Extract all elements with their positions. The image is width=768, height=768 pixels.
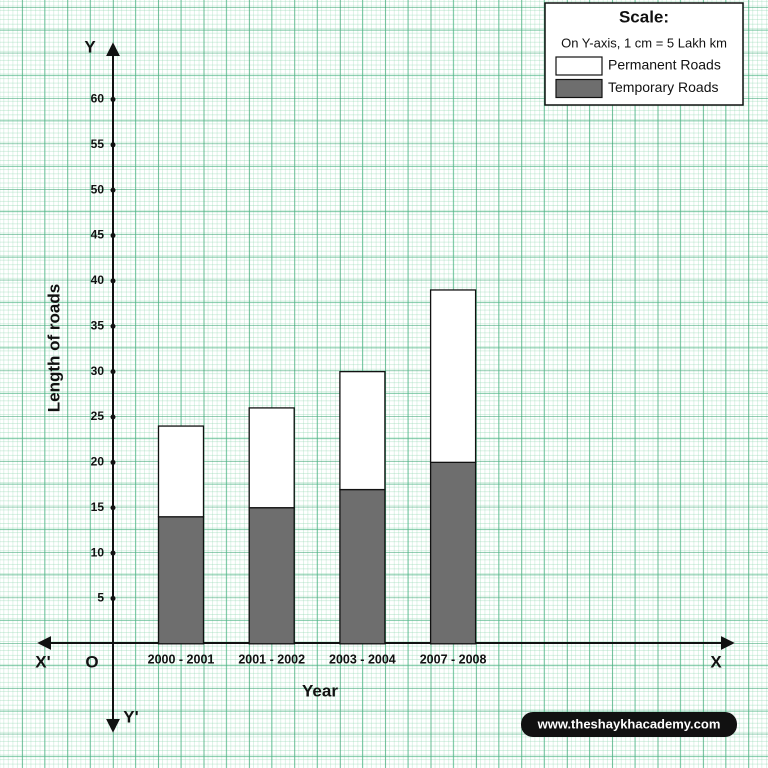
legend: Scale: On Y-axis, 1 cm = 5 Lakh km Perma… [544,2,744,106]
y-tick-dot [110,369,116,375]
watermark: www.theshaykhacademy.com [537,716,721,731]
x-tick-label: 2003 - 2004 [329,652,396,666]
y-tick-dot [110,96,116,102]
y-tick-label: 40 [91,273,105,287]
y-axis-label: Length of roads [44,284,63,412]
y-tick-dot [110,323,116,329]
y-tick-dot [110,233,116,239]
x-negative-letter: X' [35,652,50,671]
bar-segment [157,516,205,645]
legend-swatch [555,56,603,76]
y-tick-label: 25 [91,409,105,423]
bar-segment [339,370,386,491]
y-tick-label: 15 [91,500,105,514]
y-tick-dot [110,459,116,465]
x-tick-label: 2000 - 2001 [148,652,215,666]
legend-swatch [555,78,603,99]
y-negative-letter: Y' [123,707,138,726]
legend-title: Scale: [619,7,669,26]
y-tick-dot [110,505,116,511]
y-tick-label: 45 [91,228,105,242]
bar-segment [157,425,205,518]
bar-segment [339,488,386,645]
y-tick-label: 55 [91,137,105,151]
y-tick-dot [110,278,116,284]
bar-segment [248,407,295,509]
legend-label: Permanent Roads [608,57,721,73]
watermark-pill [521,712,737,737]
y-tick-label: 5 [97,591,104,605]
bar-segment [429,461,477,645]
x-tick-label: 2007 - 2008 [420,652,487,666]
legend-note: On Y-axis, 1 cm = 5 Lakh km [561,35,727,50]
legend-label: Temporary Roads [608,79,719,95]
x-axis-label: Year [302,681,338,700]
y-tick-dot [110,142,116,148]
y-tick-label: 60 [91,92,105,106]
x-tick-label: 2001 - 2002 [238,652,305,666]
bar-segment [248,507,295,645]
bar-segment [429,289,477,464]
y-tick-label: 35 [91,318,105,332]
y-tick-dot [110,187,116,193]
y-tick-label: 20 [91,455,105,469]
y-tick-dot [110,550,116,556]
y-tick-dot [110,595,116,601]
y-tick-label: 10 [91,545,105,559]
origin-letter: O [85,652,98,671]
y-tick-label: 50 [91,182,105,196]
x-letter: X [710,652,722,671]
y-letter: Y [84,37,96,56]
y-tick-label: 30 [91,364,105,378]
y-tick-dot [110,414,116,420]
